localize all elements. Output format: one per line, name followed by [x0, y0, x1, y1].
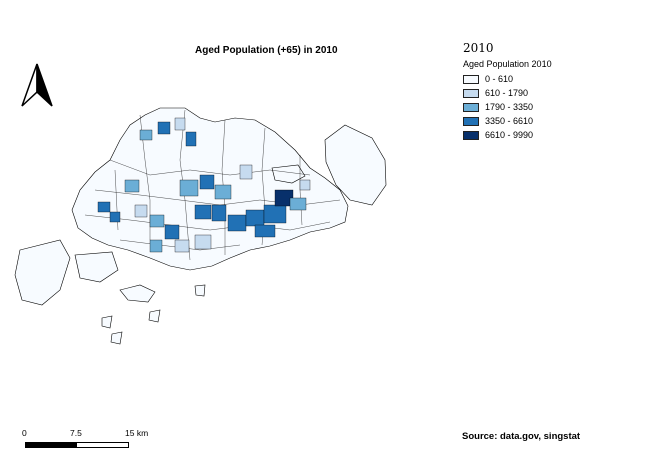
legend-label: 610 - 1790	[485, 88, 529, 98]
jurong-islands	[14, 239, 71, 306]
scale-bar: 0 7.5 15 km	[22, 428, 162, 456]
legend-item: 0 - 610	[463, 72, 552, 86]
legend-label: 0 - 610	[485, 74, 514, 84]
legend-swatch	[463, 130, 479, 140]
legend-swatch	[463, 102, 479, 112]
scale-segment-light	[76, 442, 129, 448]
legend-year: 2010	[463, 41, 494, 55]
pulau-ubin	[271, 164, 306, 184]
legend-swatch	[463, 88, 479, 98]
legend-item: 1790 - 3350	[463, 100, 552, 114]
legend-item: 3350 - 6610	[463, 114, 552, 128]
legend-item: 610 - 1790	[463, 86, 552, 100]
legend-label: 1790 - 3350	[485, 102, 534, 112]
legend-swatch	[463, 116, 479, 126]
legend-item: 6610 - 9990	[463, 128, 552, 142]
scale-label-end: 15 km	[125, 428, 149, 438]
map-title: Aged Population (+65) in 2010	[195, 45, 338, 56]
scale-label-start: 0	[22, 428, 27, 438]
pulau-tekong	[324, 124, 387, 206]
scale-segment-dark	[25, 442, 77, 448]
legend-heading: Aged Population 2010	[463, 59, 552, 69]
source-credit: Source: data.gov, singstat	[462, 431, 581, 442]
legend-swatch	[463, 74, 479, 84]
scale-label-mid: 7.5	[70, 428, 82, 438]
legend-label: 3350 - 6610	[485, 116, 534, 126]
legend: 2010 Aged Population 2010 0 - 610 610 - …	[463, 41, 552, 142]
north-arrow-icon	[21, 63, 53, 107]
legend-label: 6610 - 9990	[485, 130, 534, 140]
